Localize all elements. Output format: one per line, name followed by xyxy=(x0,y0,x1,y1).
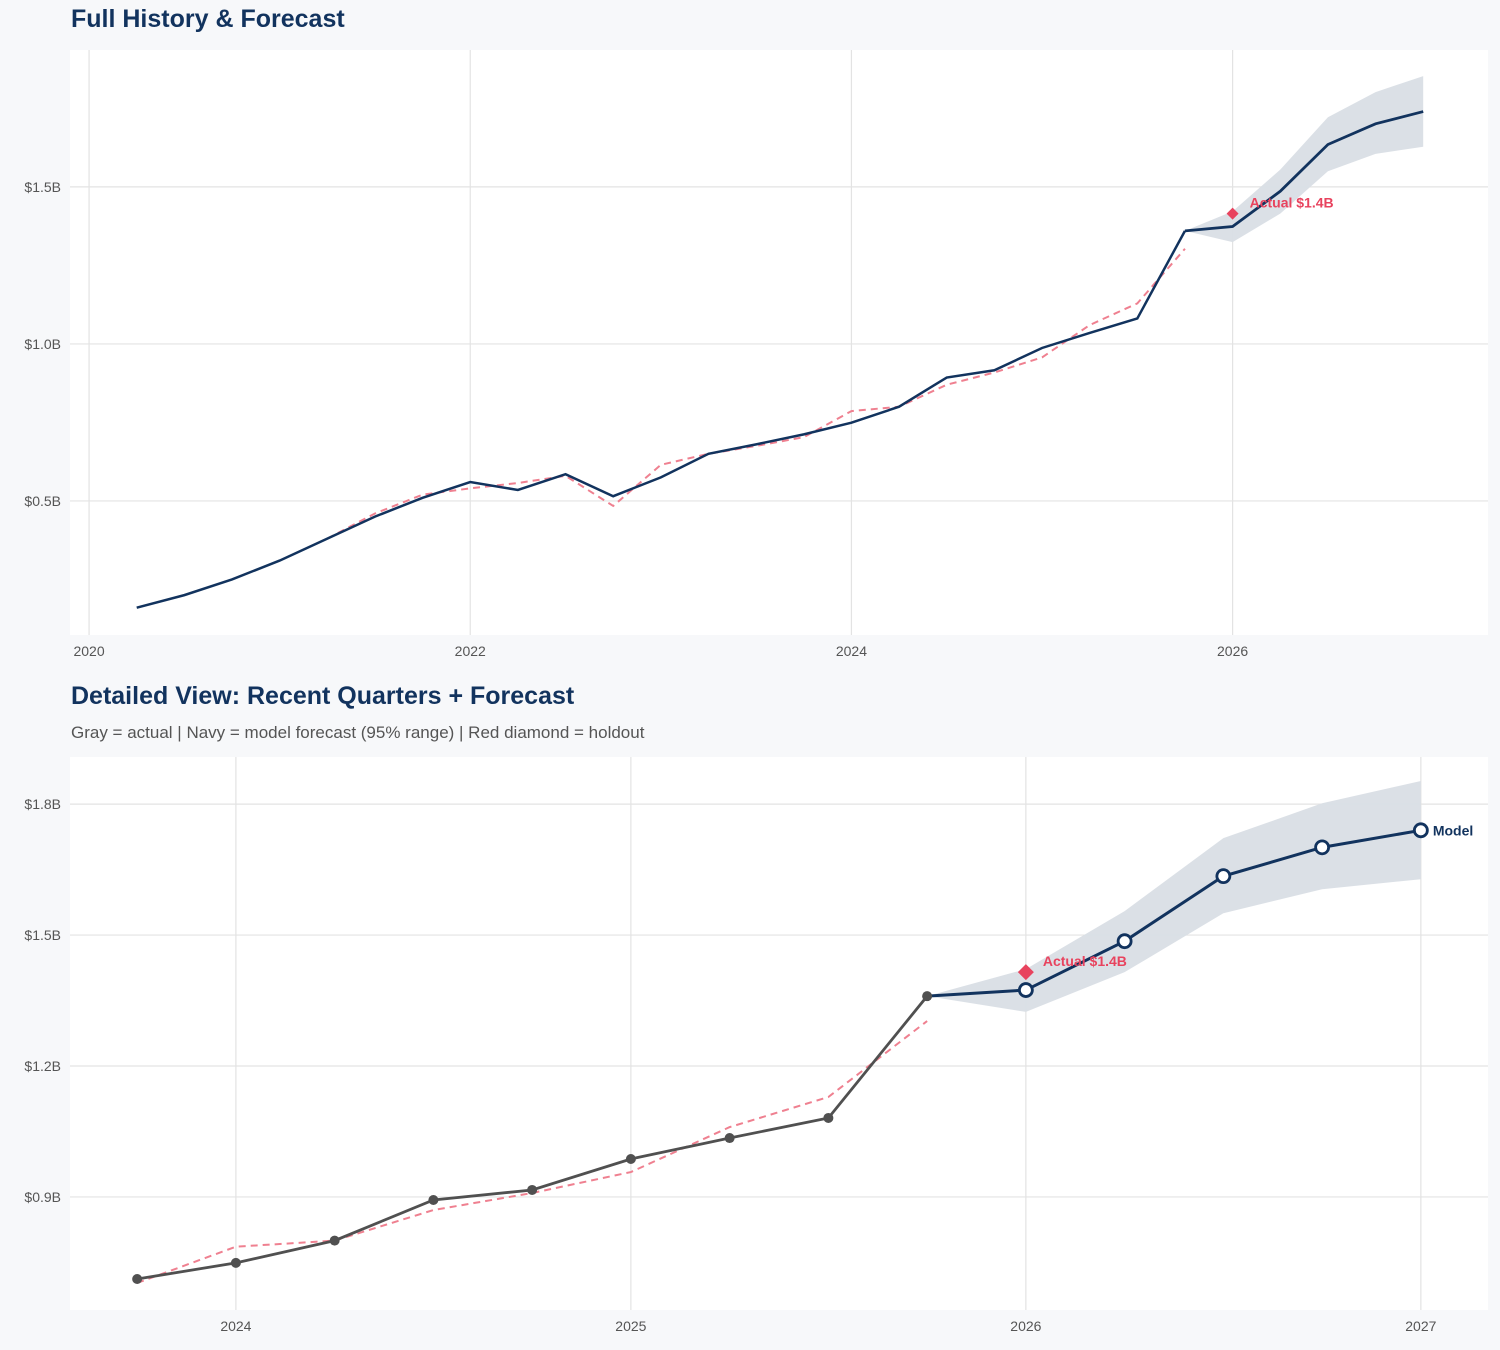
y-tick-label: $0.9B xyxy=(24,1189,61,1205)
chart-title-bottom: Detailed View: Recent Quarters + Forecas… xyxy=(71,682,575,710)
plot-area xyxy=(70,50,1488,635)
x-tick-label: 2025 xyxy=(615,1318,646,1334)
model-end-label: Model xyxy=(1433,822,1473,838)
forecast-point xyxy=(1017,982,1034,998)
forecast-point xyxy=(1412,822,1429,839)
y-tick-label: $1.2B xyxy=(24,1058,61,1074)
chart-0: 2020 2022 2024 2026 $0.5B $1.0B $1.5B Actual $1… xyxy=(24,50,1488,659)
y-tick-label: $1.0B xyxy=(24,336,61,352)
forecast-point xyxy=(1116,933,1133,950)
x-tick-label: 2027 xyxy=(1405,1318,1436,1334)
x-tick-label: 2024 xyxy=(220,1318,251,1334)
holdout-diamond xyxy=(1017,964,1034,981)
actual-point xyxy=(922,991,933,1002)
actual-point xyxy=(329,1235,340,1246)
x-tick-label: 2026 xyxy=(1217,643,1248,659)
actual-line xyxy=(136,230,1187,609)
y-tick-label: $1.5B xyxy=(24,927,61,943)
x-tick-label: 2026 xyxy=(1010,1318,1041,1334)
forecast-point xyxy=(1215,868,1232,885)
x-tick-label: 2024 xyxy=(836,643,867,659)
x-tick-label: 2022 xyxy=(455,643,486,659)
actual-point xyxy=(823,1112,834,1123)
actual-point xyxy=(625,1153,636,1164)
holdout-label: Actual $1.4B xyxy=(1250,195,1334,211)
actual-point xyxy=(527,1184,538,1195)
chart-title-top: Full History & Forecast xyxy=(71,5,345,33)
actual-point xyxy=(724,1133,735,1144)
actual-point xyxy=(132,1274,143,1285)
forecast-point xyxy=(1314,839,1331,856)
chart-subtitle-bottom: Gray = actual | Navy = model forecast (9… xyxy=(71,723,645,742)
chart-1: 2024 2025 2026 2027 $0.9B $1.2B $1.5B $1.8B Mode… xyxy=(24,757,1488,1334)
forecast-line xyxy=(927,828,1422,998)
actual-point xyxy=(428,1195,439,1206)
y-tick-label: $0.5B xyxy=(24,493,61,509)
forecast-line xyxy=(1184,110,1424,233)
actual-point xyxy=(230,1257,241,1268)
x-tick-label: 2020 xyxy=(73,643,104,659)
holdout-diamond xyxy=(1226,207,1239,220)
y-tick-label: $1.5B xyxy=(24,179,61,195)
holdout-label: Actual $1.4B xyxy=(1043,953,1127,969)
forecast-interval-band xyxy=(1184,76,1424,243)
y-tick-label: $1.8B xyxy=(24,796,61,812)
forecast-interval-band xyxy=(927,781,1421,1012)
fitted-dashed-line xyxy=(326,248,1186,540)
fitted-dashed-line xyxy=(136,1020,928,1284)
